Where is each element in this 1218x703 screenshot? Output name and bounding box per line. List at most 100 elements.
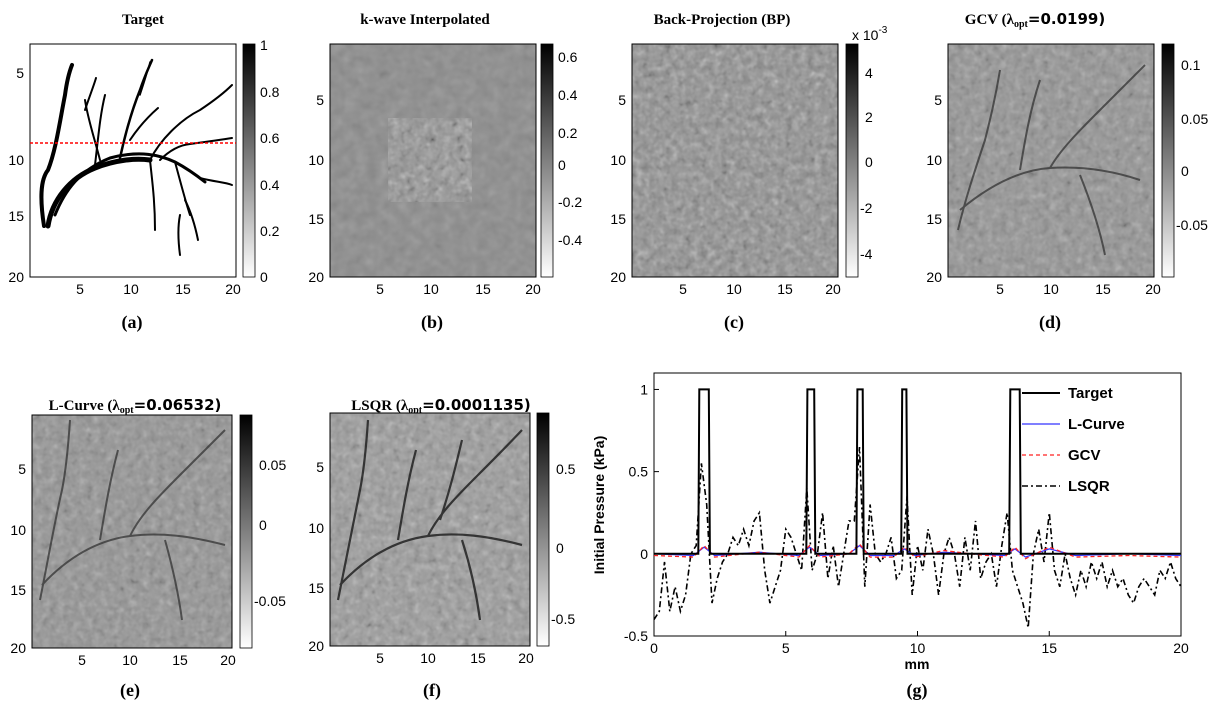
y-tick: 20 [10,640,26,656]
x-tick: 5 [76,281,84,297]
panel-c: Back-Projection (BP) 5 10 15 20 5 10 15 … [610,12,887,333]
x-tick: 20 [225,281,241,297]
lambda-symbol: λ [112,398,120,414]
y-tick: 10 [926,152,942,168]
colorbar-tick: 0.8 [260,84,280,100]
panel-b: k-wave Interpolated 5 10 15 20 5 10 15 2… [308,12,582,333]
legend-label: Target [1068,385,1113,402]
panel-f-colorbar-ticks: 0.5 0 -0.5 [551,461,576,627]
panel-e-vessels [39,419,226,621]
colorbar-tick: 0.4 [558,87,578,103]
panel-e: L-Curve (λopt=0.06532) 5 10 15 20 5 10 1… [10,396,286,701]
panel-d-label: (d) [1039,312,1061,333]
x-tick: 15 [475,281,491,297]
colorbar-tick: 0.05 [259,457,286,473]
y-tick: 20 [308,269,324,285]
x-tick: 5 [78,652,86,668]
panel-d-x-ticks: 5 10 15 20 [996,281,1161,297]
panel-f-colorbar [536,412,550,647]
legend-label: L-Curve [1068,416,1125,433]
vessel-tree [39,58,233,256]
panel-d-texture [948,44,1154,277]
legend-label: LSQR [1068,478,1110,495]
lambda-symbol: λ [1007,12,1015,28]
x-axis-label: mm [905,656,930,672]
x-tick: 20 [525,281,541,297]
panel-f-x-ticks: 5 10 15 20 [376,650,534,666]
panel-b-colorbar-ticks: 0.6 0.4 0.2 0 -0.2 -0.4 [558,49,582,248]
x-tick: 20 [825,281,841,297]
panel-a-title: Target [122,12,164,28]
y-tick: 20 [926,269,942,285]
colorbar-tick: 0 [556,540,564,556]
y-tick: 10 [10,522,26,538]
x-tick: 20 [1145,281,1161,297]
panel-c-y-ticks: 5 10 15 20 [610,92,626,285]
colorbar-tick: 0.05 [1181,111,1208,127]
panel-d-y-ticks: 5 10 15 20 [926,92,942,285]
lambda-symbol: λ [401,398,409,414]
colorbar-tick: -4 [860,246,873,262]
x-tick: 10 [123,281,139,297]
colorbar-tick: 0 [260,269,268,285]
colorbar-tick: -0.2 [558,194,582,210]
colorbar-tick: 0.6 [558,49,578,65]
x-tick-label: 5 [782,640,790,656]
y-tick: 5 [618,92,626,108]
x-tick: 10 [1043,281,1059,297]
panel-a-colorbar-ticks: 1 0.8 0.6 0.4 0.2 0 [260,37,280,285]
title-prefix: GCV ( [965,12,1007,28]
panel-a-colorbar [242,43,256,278]
colorbar-tick: 2 [865,109,873,125]
x-tick: 15 [777,281,793,297]
x-tick: 5 [376,281,384,297]
colorbar-tick: 4 [865,65,873,81]
panel-a-label: (a) [122,312,143,333]
y-tick: 10 [610,152,626,168]
x-tick: 20 [518,650,534,666]
x-tick: 10 [122,652,138,668]
panel-f-frame [329,412,531,647]
colorbar-tick: -0.5 [551,611,575,627]
panel-f-title: LSQR (λopt=0.0001135) [351,396,531,416]
x-tick: 15 [470,650,486,666]
panel-b-colorbar [540,43,554,278]
panel-b-blob [388,118,472,202]
lambda-subscript: opt [408,405,423,416]
y-tick: 15 [308,211,324,227]
colorbar-exponent-base: x 10 [852,27,879,43]
y-tick: 5 [316,459,324,475]
title-value: =0.0001135) [422,396,531,414]
plot-series [653,388,1182,628]
x-tick-label: 10 [910,640,926,656]
title-prefix: LSQR ( [351,398,401,414]
colorbar-tick: 0.2 [558,125,578,141]
panel-b-label: (b) [421,312,443,333]
colorbar-tick: 0 [1181,163,1189,179]
panel-c-texture [632,44,838,277]
panel-f-label: (f) [423,680,441,701]
x-tick: 5 [376,650,384,666]
title-value: =0.06532) [134,396,222,414]
panel-d: GCV (λopt=0.0199) 5 10 15 20 5 10 15 20 … [926,10,1208,333]
x-tick-label: 20 [1173,640,1189,656]
y-tick: 20 [610,269,626,285]
panel-g-line-chart: 10.50-0.5 0 5 10 15 20 Initial Pressure (kPa… [591,372,1189,701]
panel-d-frame [947,43,1155,278]
colorbar-tick: -0.05 [254,593,286,609]
panel-e-title: L-Curve (λopt=0.06532) [49,396,222,416]
y-tick: 15 [10,582,26,598]
colorbar-tick: -0.05 [1176,217,1208,233]
panel-d-colorbar-ticks: 0.1 0.05 0 -0.05 [1176,57,1208,233]
y-tick: 10 [308,152,324,168]
series-line-target [654,388,1181,555]
colorbar-exponent: x 10-3 [852,25,888,43]
panel-c-colorbar-ticks: 4 2 0 -2 -4 [860,65,873,262]
panel-b-title: k-wave Interpolated [360,12,490,28]
plot-y-ticks: 1 0.5 0 -0.5 [624,381,659,644]
panel-f-y-ticks: 5 10 15 20 [308,459,324,654]
y-tick: 15 [926,211,942,227]
panel-c-label: (c) [724,312,744,333]
colorbar-tick: 0.2 [260,223,280,239]
